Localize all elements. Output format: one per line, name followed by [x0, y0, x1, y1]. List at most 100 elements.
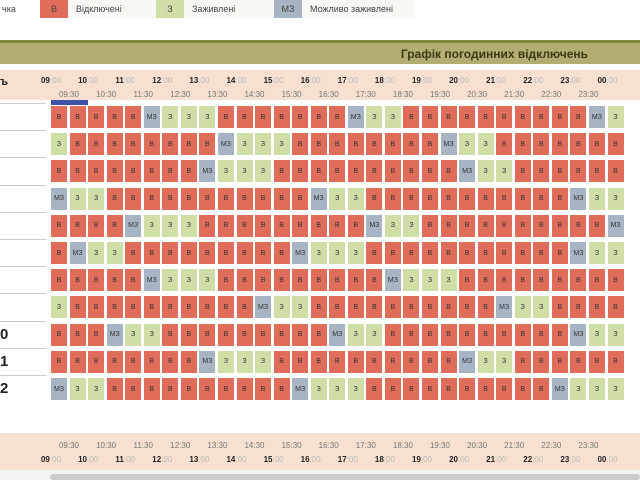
hour-label-minutes: :00 — [457, 76, 470, 85]
hour-label-minutes: :00 — [86, 76, 99, 85]
schedule-cell: З — [217, 350, 234, 373]
hour-label-top: 22:00 — [515, 76, 551, 85]
schedule-cell: З — [199, 269, 216, 292]
hour-label-hours: 16 — [300, 455, 310, 464]
schedule-cell: В — [496, 133, 513, 156]
hour-label-minutes: :00 — [86, 455, 99, 464]
schedule-cell: МЗ — [551, 378, 568, 400]
schedule-cell: З — [588, 378, 605, 400]
schedule-cell: В — [106, 160, 123, 183]
schedule-cell: МЗ — [143, 269, 160, 292]
schedule-cell: В — [588, 214, 605, 237]
schedule-cell: В — [384, 350, 401, 373]
schedule-cell: З — [255, 350, 272, 373]
schedule-cell: В — [347, 296, 364, 319]
schedule-cell: В — [125, 242, 142, 264]
schedule-cell: В — [477, 269, 494, 292]
schedule-cell: В — [440, 106, 457, 128]
hour-label-minutes: :00 — [309, 76, 321, 85]
hour-label-top: 21:00 — [478, 76, 514, 85]
queue-row-divider — [0, 211, 46, 213]
schedule-cell: В — [273, 187, 290, 210]
schedule-cell: В — [162, 187, 179, 210]
schedule-cell: В — [51, 160, 67, 183]
schedule-cell: В — [422, 133, 438, 156]
schedule-cell: МЗ — [292, 378, 309, 400]
schedule-cell: В — [236, 214, 253, 237]
schedule-cell: В — [143, 378, 160, 400]
schedule-cell: В — [162, 242, 179, 264]
hour-label-bottom: 10:00 — [70, 455, 106, 464]
schedule-cell: З — [588, 323, 605, 346]
schedule-cell: В — [366, 378, 383, 400]
schedule-cell: В — [88, 296, 105, 319]
hour-label-hours: 13 — [189, 76, 199, 85]
schedule-cell: В — [125, 296, 142, 319]
schedule-cell: В — [329, 133, 346, 156]
schedule-cell: В — [422, 242, 438, 264]
hour-label-minutes: :00 — [161, 455, 173, 464]
schedule-cell: В — [162, 323, 179, 346]
schedule-title: Графік погодинних відключень — [400, 47, 588, 61]
schedule-cell: МЗ — [329, 323, 346, 346]
hour-label-hours: 22 — [523, 76, 533, 85]
schedule-cell: В — [514, 323, 531, 346]
schedule-cell: В — [125, 378, 142, 400]
schedule-cell: В — [88, 269, 105, 292]
schedule-cell: В — [143, 133, 160, 156]
half-hour-label-bottom: 16:30 — [318, 441, 339, 450]
hour-label-minutes: :00 — [346, 76, 358, 85]
schedule-cell: В — [162, 296, 179, 319]
schedule-cell: В — [88, 214, 105, 237]
half-hour-label-bottom: 09:30 — [58, 441, 80, 450]
schedule-cell: В — [403, 323, 420, 346]
hour-label-hours: 17 — [337, 76, 347, 85]
schedule-cell: В — [292, 350, 309, 373]
schedule-cell: В — [255, 269, 272, 292]
schedule-cell: В — [496, 269, 513, 292]
schedule-cell: В — [551, 269, 568, 292]
schedule-cell: В — [570, 133, 587, 156]
schedule-cell: В — [69, 296, 86, 319]
schedule-cell: В — [292, 214, 309, 237]
schedule-cell: В — [551, 187, 568, 210]
schedule-cell: З — [88, 187, 105, 210]
schedule-cell: З — [384, 106, 401, 128]
schedule-cell: В — [403, 350, 420, 373]
schedule-cell: З — [347, 323, 364, 346]
half-hour-label-bottom: 11:30 — [133, 441, 153, 450]
queue-row-divider — [0, 239, 46, 240]
schedule-cell: В — [607, 133, 624, 156]
schedule-title-bar: Графік погодинних відключень — [0, 40, 640, 64]
horizontal-scrollbar[interactable] — [50, 474, 640, 480]
schedule-cell: В — [180, 242, 197, 264]
hour-label-hours: 14 — [226, 455, 236, 464]
schedule-cell: З — [51, 133, 67, 156]
schedule-cell: В — [533, 323, 550, 346]
schedule-cell: З — [106, 242, 123, 264]
schedule-cell: З — [477, 133, 494, 156]
schedule-cell: В — [217, 296, 234, 319]
half-hour-label-top: 13:30 — [207, 90, 228, 99]
schedule-cell: МЗ — [347, 106, 364, 128]
schedule-cell: В — [570, 106, 587, 128]
half-hour-label-top: 20:30 — [467, 90, 488, 99]
schedule-cell: В — [477, 214, 494, 237]
half-hour-label-top: 16:30 — [318, 90, 339, 99]
schedule-cell: В — [106, 378, 123, 400]
schedule-cell: В — [106, 214, 123, 237]
hour-label-hours: 09 — [40, 76, 50, 85]
schedule-cell: В — [273, 350, 290, 373]
hour-label-top: 00:00 — [590, 76, 626, 85]
schedule-cell: В — [514, 378, 531, 400]
schedule-cell: В — [236, 296, 253, 319]
schedule-cell: В — [236, 378, 253, 400]
schedule-cell: МЗ — [366, 214, 383, 237]
hour-label-bottom: 14:00 — [219, 455, 255, 464]
hour-label-bottom: 18:00 — [367, 455, 403, 464]
schedule-cell: В — [125, 106, 142, 128]
hour-label-hours: 11 — [115, 455, 124, 464]
hour-label-bottom: 09:00 — [33, 455, 69, 464]
hour-label-top: 18:00 — [367, 76, 403, 85]
schedule-cell: В — [217, 214, 234, 237]
